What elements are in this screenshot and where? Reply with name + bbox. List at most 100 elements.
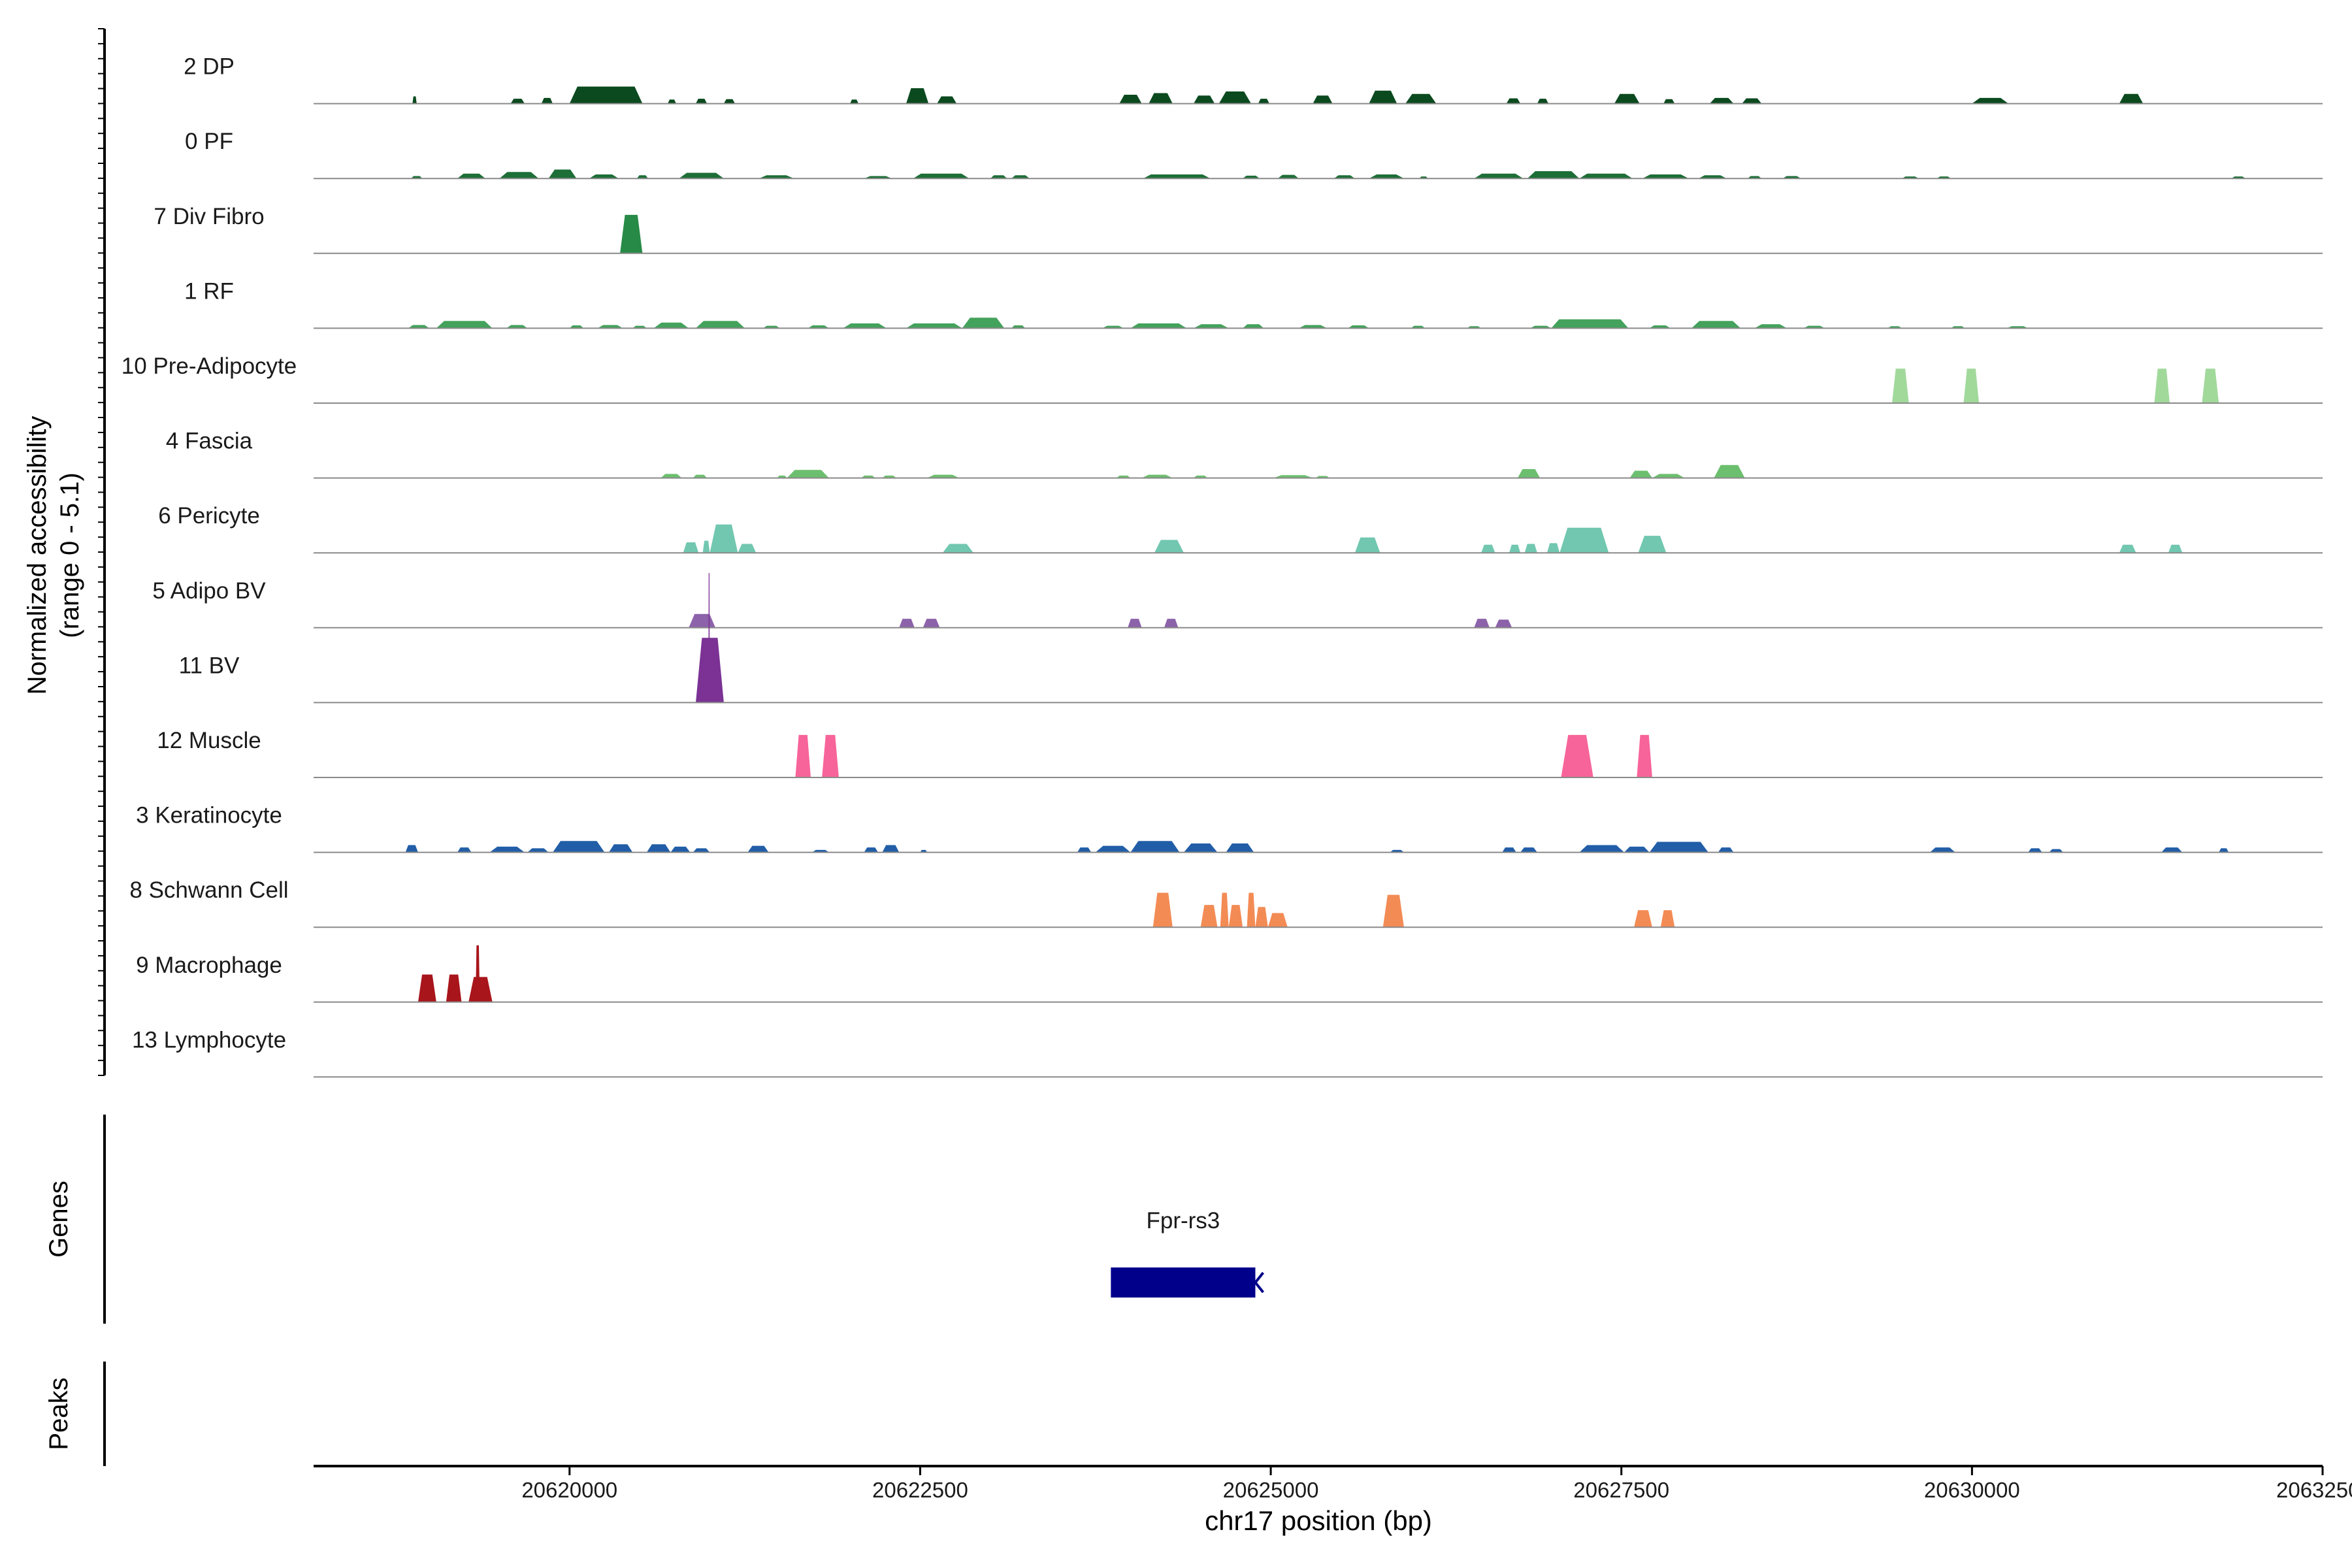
coverage-peak <box>1579 845 1624 853</box>
x-axis-ticks: 20620000 20622500 20625000 20627500 20630000… <box>521 1466 2352 1502</box>
coverage-peak <box>1520 847 1537 853</box>
track-label: 7 Div Fibro <box>154 204 264 229</box>
track-label: 10 Pre-Adipocyte <box>122 353 297 379</box>
coverage-peak <box>822 734 839 777</box>
x-axis-title: chr17 position (bp) <box>1205 1505 1432 1536</box>
coverage-peak <box>489 846 525 853</box>
coverage-peak <box>1130 841 1180 853</box>
coverage-peak <box>2119 93 2144 104</box>
coverage-peak <box>1011 175 1030 179</box>
coverage-peak <box>1649 325 1671 329</box>
coverage-peak <box>747 845 769 853</box>
track-13-lymphocyte: 13 Lymphocyte <box>132 1027 2323 1078</box>
coverage-peak <box>2049 849 2063 853</box>
coverage-peak <box>408 325 430 329</box>
x-tick-label: 20627500 <box>1573 1478 1669 1502</box>
track-label: 5 Adipo BV <box>152 578 266 604</box>
coverage-peak <box>927 474 960 478</box>
coverage-peak <box>1226 843 1254 853</box>
coverage-peak <box>405 845 418 853</box>
coverage-peak <box>436 321 493 329</box>
coverage-peak <box>1691 321 1741 329</box>
coverage-peak <box>1474 173 1524 179</box>
coverage-peak <box>2202 368 2219 403</box>
genes-panel-label: Genes <box>44 1181 73 1258</box>
track-3-keratinocyte: 3 Keratinocyte <box>136 803 2323 853</box>
coverage-peak <box>1495 619 1512 628</box>
coverage-peak <box>1313 95 1333 104</box>
coverage-peak <box>597 325 623 329</box>
x-tick-label: 20620000 <box>521 1478 617 1502</box>
coverage-peak <box>661 474 682 478</box>
coverage-peak <box>1277 174 1299 179</box>
coverage-peak <box>1130 323 1187 329</box>
coverage-peak <box>1298 325 1327 329</box>
coverage-peak <box>1369 90 1397 104</box>
x-tick-label: 20625000 <box>1223 1478 1319 1502</box>
coverage-peak <box>1077 847 1092 853</box>
coverage-peak <box>1709 97 1734 104</box>
coverage-peak <box>843 323 887 329</box>
coverage-peak <box>689 613 715 628</box>
genes-panel: Genes Fpr-rs3 <box>44 1115 1265 1324</box>
coverage-peak <box>1193 324 1229 329</box>
coverage-peak <box>1193 95 1215 104</box>
coverage-peak <box>693 474 708 478</box>
coverage-peak <box>683 542 699 553</box>
track-label: 11 BV <box>179 653 240 678</box>
coverage-peak <box>787 470 829 478</box>
track-5-adipo-bv: 5 Adipo BV <box>152 578 2323 629</box>
coverage-peak <box>899 619 915 628</box>
coverage-peak <box>1642 174 1689 179</box>
coverage-peak <box>990 175 1007 179</box>
coverage-peak <box>1095 845 1131 853</box>
coverage-peak <box>1742 98 1762 104</box>
coverage-peak <box>412 96 417 104</box>
coverage-peak <box>906 323 962 329</box>
coverage-peak <box>417 974 436 1002</box>
coverage-peak <box>1200 905 1218 928</box>
y-axis: Normalized accessibility (range 0 - 5.1) <box>23 28 106 1076</box>
coverage-peak <box>1354 537 1380 553</box>
gene-body <box>1111 1267 1256 1298</box>
track-9-macrophage: 9 Macrophage <box>136 945 2323 1003</box>
coverage-peak <box>1634 910 1652 928</box>
coverage-peak <box>942 544 973 553</box>
coverage-peak <box>1267 913 1288 928</box>
coverage-peak <box>569 325 584 329</box>
peaks-panel: Peaks <box>44 1362 106 1466</box>
track-label: 8 Schwann Cell <box>129 877 288 903</box>
peaks-panel-label: Peaks <box>44 1377 73 1450</box>
track-12-muscle: 12 Muscle <box>157 728 2323 778</box>
coverage-peak <box>2154 368 2170 403</box>
coverage-peak <box>552 841 605 853</box>
coverage-peak <box>1128 619 1142 628</box>
coverage-peak <box>1502 847 1516 853</box>
coverage-peak <box>1527 171 1580 179</box>
coverage-peak <box>1963 368 1980 403</box>
coverage-peak <box>710 524 738 553</box>
coverage-peak <box>548 169 577 179</box>
coverage-peak <box>1243 175 1260 179</box>
coverage-peak <box>1247 892 1256 928</box>
coverage-peak <box>1149 93 1173 104</box>
track-10-pre-adipocyte: 10 Pre-Adipocyte <box>122 353 2323 404</box>
gene-fpr-rs3: Fpr-rs3 <box>1111 1208 1265 1298</box>
coverage-peak <box>1560 527 1609 553</box>
coverage-peak <box>1929 847 1955 853</box>
coverage-peak <box>1561 734 1593 777</box>
track-label: 2 DP <box>184 54 235 80</box>
coverage-peak <box>2161 847 2183 853</box>
coverage-peak <box>1258 99 1269 104</box>
coverage-peak <box>2219 848 2229 853</box>
x-tick-label: 20622500 <box>872 1478 968 1502</box>
gene-label: Fpr-rs3 <box>1146 1208 1220 1233</box>
coverage-peak <box>1218 91 1251 104</box>
coverage-peak <box>1382 894 1404 928</box>
coverage-peak <box>653 322 689 329</box>
coverage-peak <box>1698 175 1727 179</box>
coverage-peak <box>1509 544 1521 553</box>
track-6-pericyte: 6 Pericyte <box>158 503 2323 554</box>
coverage-peak <box>1405 93 1437 104</box>
coverage-peak <box>1660 910 1675 928</box>
